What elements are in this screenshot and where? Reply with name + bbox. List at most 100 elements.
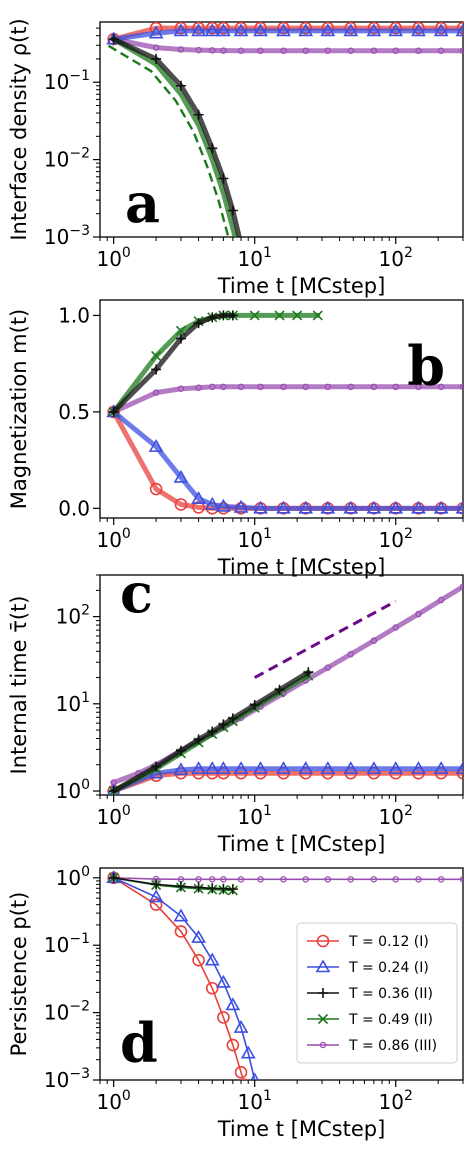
data-point bbox=[276, 761, 291, 775]
data-point bbox=[370, 47, 378, 55]
data-point bbox=[173, 469, 189, 483]
series-line-green bbox=[111, 36, 238, 237]
panel-letter: a bbox=[125, 171, 160, 235]
x-tick-label: 102 bbox=[379, 803, 413, 829]
series-line-blue bbox=[111, 28, 463, 42]
data-point bbox=[324, 47, 332, 55]
data-point bbox=[151, 350, 162, 362]
series-line-blue bbox=[111, 766, 463, 794]
plot-area bbox=[107, 583, 463, 795]
plot-frame bbox=[99, 867, 464, 1081]
data-point bbox=[218, 883, 229, 894]
legend: T = 0.12 (I) T = 0.24 (I) T = 0.36 (II) T =… bbox=[296, 922, 458, 1064]
data-point bbox=[233, 23, 249, 37]
data-point bbox=[208, 47, 216, 54]
data-point bbox=[415, 876, 422, 883]
data-point bbox=[324, 383, 332, 391]
data-point bbox=[195, 384, 202, 392]
data-point bbox=[148, 889, 164, 903]
data-point bbox=[173, 23, 189, 37]
legend-label: T = 0.36 (II) bbox=[348, 986, 433, 1002]
data-point bbox=[455, 23, 463, 37]
x-tick-label: 101 bbox=[238, 803, 272, 829]
data-point bbox=[191, 491, 206, 505]
data-point bbox=[220, 47, 227, 54]
data-point bbox=[108, 872, 119, 883]
data-point bbox=[253, 500, 268, 514]
data-point bbox=[366, 761, 382, 775]
data-point bbox=[220, 876, 227, 883]
y-tick-label: 100 bbox=[56, 777, 90, 803]
data-point bbox=[191, 761, 206, 775]
data-point bbox=[216, 23, 231, 37]
data-point bbox=[177, 46, 185, 53]
data-point bbox=[237, 47, 245, 55]
data-point bbox=[151, 761, 162, 772]
data-point bbox=[227, 205, 238, 216]
x-tick-label: 102 bbox=[379, 245, 413, 271]
data-point bbox=[237, 383, 245, 391]
y-tick-label: 10−2 bbox=[44, 146, 90, 172]
data-point bbox=[226, 1038, 240, 1052]
y-tick-label: 102 bbox=[56, 603, 90, 629]
data-point bbox=[207, 726, 218, 737]
legend-label: T = 0.86 (III) bbox=[348, 1038, 437, 1054]
series-line-black bbox=[111, 36, 242, 237]
panel-letter: b bbox=[407, 334, 445, 398]
data-point bbox=[274, 310, 285, 321]
y-tick-label: 10−1 bbox=[44, 68, 90, 94]
data-point bbox=[316, 934, 330, 948]
panel-letter: c bbox=[120, 561, 153, 625]
data-point bbox=[411, 761, 426, 775]
data-point bbox=[280, 47, 287, 55]
data-point bbox=[455, 500, 463, 514]
y-tick-label: 1.0 bbox=[58, 303, 90, 327]
data-point bbox=[415, 383, 422, 391]
data-point bbox=[174, 498, 188, 511]
data-point bbox=[320, 500, 336, 514]
data-point bbox=[218, 173, 229, 184]
data-point bbox=[151, 364, 162, 375]
data-point bbox=[173, 762, 189, 776]
data-point bbox=[191, 929, 206, 943]
plot-area bbox=[106, 870, 463, 1080]
x-tick-label: 102 bbox=[379, 1088, 413, 1114]
data-point bbox=[415, 47, 422, 55]
data-point bbox=[193, 882, 204, 893]
data-point bbox=[392, 876, 399, 883]
data-point bbox=[389, 22, 403, 35]
data-point bbox=[193, 734, 204, 745]
data-point bbox=[298, 23, 314, 37]
data-point bbox=[216, 974, 231, 988]
data-point bbox=[254, 22, 267, 35]
data-point bbox=[149, 482, 163, 496]
data-point bbox=[415, 610, 422, 618]
data-point bbox=[276, 500, 291, 514]
y-axis-label: Interface density ρ(t) bbox=[7, 18, 31, 240]
data-point bbox=[347, 383, 355, 391]
series-line-purple bbox=[111, 36, 463, 54]
data-point bbox=[459, 583, 463, 590]
data-point bbox=[216, 761, 231, 775]
data-point bbox=[459, 876, 463, 883]
legend-label: T = 0.12 (I) bbox=[348, 934, 429, 950]
data-point bbox=[411, 500, 426, 514]
data-point bbox=[459, 47, 463, 55]
data-point bbox=[456, 22, 463, 35]
y-axis-label: Internal time τ̄(t) bbox=[7, 596, 31, 775]
data-point bbox=[173, 908, 189, 922]
data-point bbox=[220, 383, 227, 391]
data-point bbox=[234, 22, 248, 35]
data-point bbox=[318, 988, 328, 998]
data-point bbox=[434, 22, 448, 35]
data-point bbox=[437, 876, 445, 883]
panel-a: 100 101 102 10−3 10−2 10−1 Time t [MCstep] Inte… bbox=[7, 18, 464, 298]
data-point bbox=[149, 898, 163, 911]
data-point bbox=[148, 439, 164, 452]
data-point bbox=[298, 761, 314, 775]
data-point bbox=[233, 499, 249, 513]
data-point bbox=[207, 312, 218, 323]
y-tick-label: 10−3 bbox=[44, 1066, 90, 1092]
x-tick-label: 100 bbox=[96, 1088, 130, 1114]
